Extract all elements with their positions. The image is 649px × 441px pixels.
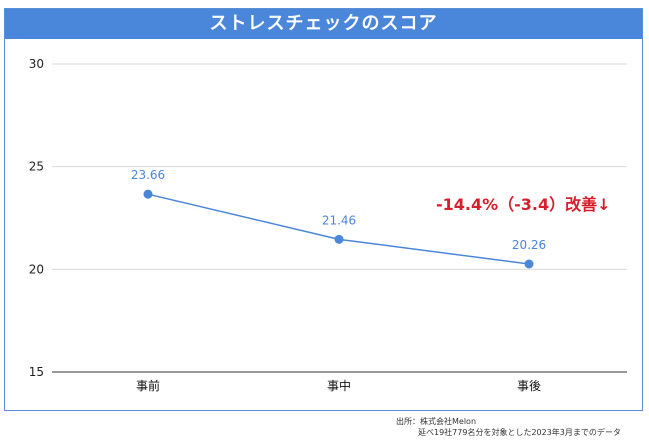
improvement-annotation: -14.4%（-3.4）改善↓ bbox=[436, 195, 611, 214]
y-tick-label-15: 15 bbox=[29, 365, 44, 379]
data-point-3 bbox=[524, 259, 534, 269]
data-label-2: 21.46 bbox=[322, 213, 356, 227]
y-tick-label-25: 25 bbox=[29, 160, 44, 174]
data-point-2 bbox=[334, 234, 344, 244]
source-line-2: 延べ19社779名分を対象とした2023年3月までのデータ bbox=[418, 428, 621, 437]
data-label-1: 23.66 bbox=[131, 168, 165, 182]
y-tick-label-20: 20 bbox=[29, 262, 44, 276]
x-tick-label-1: 事前 bbox=[136, 378, 160, 393]
data-point-1 bbox=[143, 189, 153, 199]
source-note: 出所：株式会社Melon 延べ19社779名分を対象とした2023年3月までのデ… bbox=[396, 416, 621, 438]
y-tick-label-30: 30 bbox=[29, 57, 44, 71]
chart-frame: ストレスチェックのスコア bbox=[4, 8, 643, 411]
data-label-3: 20.26 bbox=[512, 238, 546, 252]
source-line-1: 出所：株式会社Melon bbox=[396, 417, 477, 426]
chart-title: ストレスチェックのスコア bbox=[5, 9, 642, 39]
x-tick-label-3: 事後 bbox=[517, 379, 541, 393]
x-tick-label-2: 事中 bbox=[327, 378, 351, 393]
